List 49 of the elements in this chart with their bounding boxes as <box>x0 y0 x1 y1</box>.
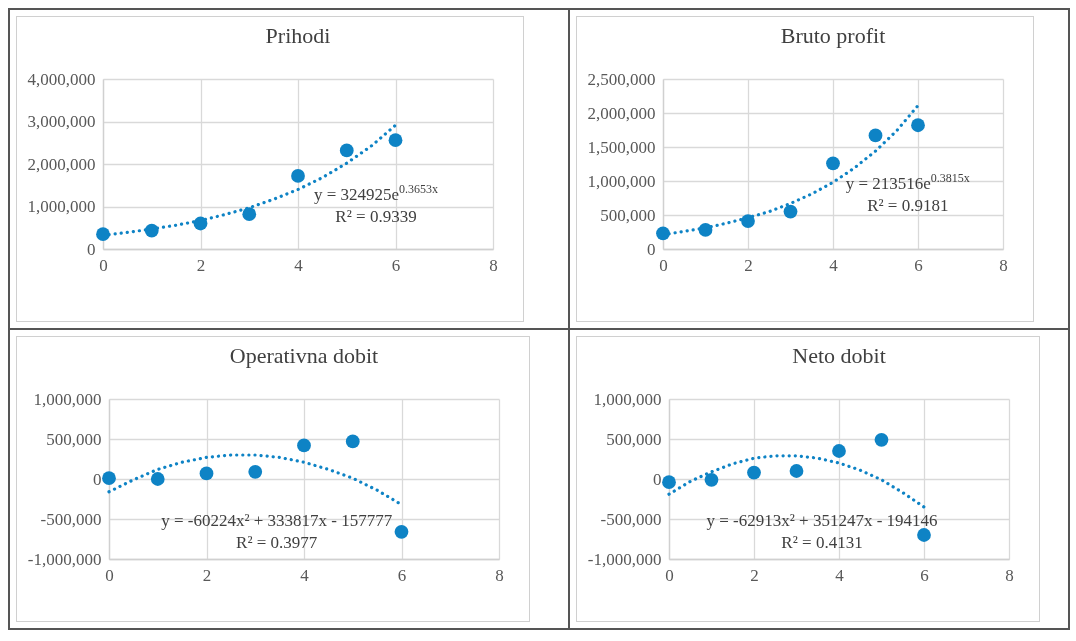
x-tick-label: 6 <box>397 565 407 585</box>
y-tick-label: 1,000,000 <box>27 197 96 216</box>
y-tick-label: 1,500,000 <box>587 137 656 157</box>
y-tick-label: 500,000 <box>600 205 656 225</box>
y-tick-label: -1,000,000 <box>587 549 662 569</box>
y-tick-label: 4,000,000 <box>27 69 96 89</box>
x-tick-label: 8 <box>489 255 498 275</box>
annotation: R² = 0.3977 <box>236 532 318 552</box>
annotation: y = 324925e$^{0.3653x}$ <box>313 181 439 204</box>
x-tick-label: 2 <box>196 255 206 275</box>
x-tick-label: 2 <box>202 565 212 585</box>
y-tick-label: 1,000,000 <box>33 389 102 409</box>
chart-title: Operativna dobit <box>229 343 379 368</box>
x-tick-label: 6 <box>391 255 401 275</box>
y-tick-label: 0 <box>93 469 102 489</box>
x-tick-label: 4 <box>835 565 845 585</box>
x-tick-label: 8 <box>1005 565 1014 585</box>
x-tick-label: 8 <box>999 255 1008 275</box>
y-tick-label: 1,000,000 <box>593 389 662 409</box>
annotation: R² = 0.4131 <box>781 532 863 552</box>
annotation: y = -60224x² + 333817x - 157777 <box>161 510 393 530</box>
y-tick-label: 0 <box>647 239 656 259</box>
annotation: R² = 0.9181 <box>867 196 949 216</box>
y-tick-label: 3,000,000 <box>27 112 96 131</box>
y-tick-label: 500,000 <box>606 429 662 449</box>
x-tick-label: 2 <box>744 255 753 275</box>
annotation: y = 213516e$^{0.3815x}$ <box>845 171 970 194</box>
y-tick-label: 0 <box>653 469 662 489</box>
x-tick-label: 4 <box>300 565 310 585</box>
x-tick-label: 4 <box>829 255 839 275</box>
y-tick-label: -500,000 <box>600 509 662 529</box>
annotation: R² = 0.9339 <box>335 206 417 226</box>
annotation: y = -62913x² + 351247x - 194146 <box>706 510 938 530</box>
y-tick-label: 2,500,000 <box>587 69 656 89</box>
chart-title: Bruto profit <box>780 23 886 48</box>
y-tick-label: 2,000,000 <box>587 103 656 123</box>
x-tick-label: 2 <box>750 565 759 585</box>
x-tick-label: 6 <box>920 565 929 585</box>
y-tick-label: -1,000,000 <box>27 549 102 569</box>
chart-title: Neto dobit <box>792 343 886 368</box>
y-tick-label: 500,000 <box>46 429 102 449</box>
x-tick-label: 8 <box>495 565 504 585</box>
y-tick-label: 0 <box>87 239 96 259</box>
chart-title: Prihodi <box>265 23 331 48</box>
y-tick-label: -500,000 <box>40 509 102 529</box>
y-tick-label: 1,000,000 <box>587 171 656 191</box>
y-tick-label: 2,000,000 <box>27 154 96 174</box>
x-tick-label: 4 <box>294 255 304 275</box>
x-tick-label: 6 <box>914 255 923 275</box>
